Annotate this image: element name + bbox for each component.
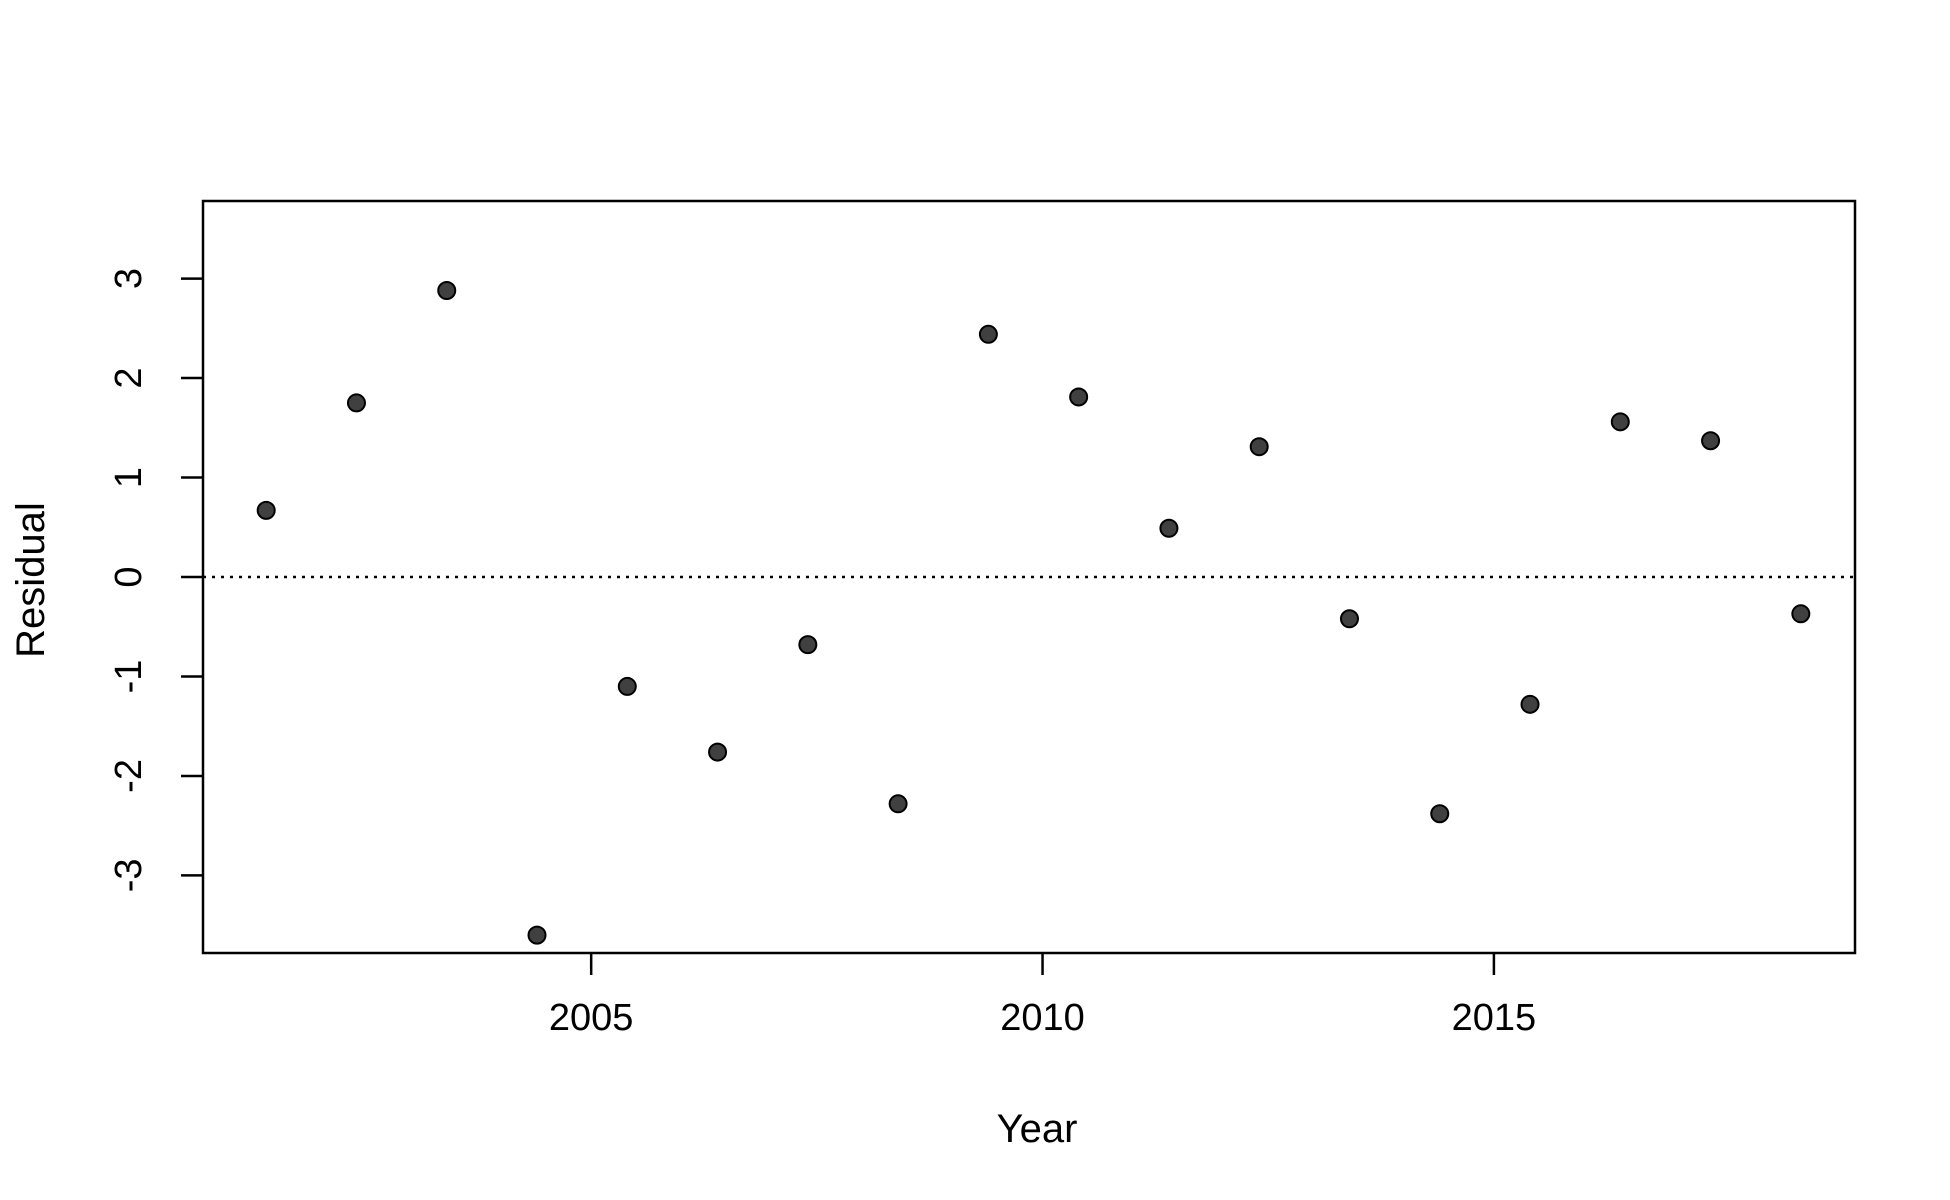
data-point bbox=[1069, 387, 1089, 407]
data-point bbox=[1430, 804, 1450, 824]
y-tick-label: -3 bbox=[108, 859, 150, 893]
data-point bbox=[256, 500, 276, 520]
x-tick-label: 2015 bbox=[1452, 997, 1537, 1039]
data-point bbox=[1339, 609, 1359, 629]
data-point bbox=[1791, 604, 1811, 624]
y-axis-label: Residual bbox=[9, 502, 53, 658]
data-point bbox=[888, 794, 908, 814]
data-point bbox=[346, 393, 366, 413]
y-tick-label: -1 bbox=[108, 660, 150, 694]
data-point bbox=[437, 281, 457, 301]
y-tick-label: -2 bbox=[108, 759, 150, 793]
data-point bbox=[798, 635, 818, 655]
x-axis-label: Year bbox=[997, 1107, 1078, 1151]
data-point bbox=[1520, 694, 1540, 714]
data-point bbox=[1159, 518, 1179, 538]
data-point bbox=[708, 742, 728, 762]
data-point bbox=[1249, 437, 1269, 457]
data-point bbox=[978, 324, 998, 344]
y-tick-label: 3 bbox=[108, 268, 150, 289]
x-tick-label: 2005 bbox=[549, 997, 634, 1039]
data-point bbox=[1610, 412, 1630, 432]
data-point bbox=[527, 925, 547, 945]
y-tick-label: 2 bbox=[108, 367, 150, 388]
y-tick-label: 0 bbox=[108, 566, 150, 587]
data-point bbox=[1701, 431, 1721, 451]
y-tick-label: 1 bbox=[108, 467, 150, 488]
data-point bbox=[617, 676, 637, 696]
x-tick-label: 2010 bbox=[1000, 997, 1085, 1039]
